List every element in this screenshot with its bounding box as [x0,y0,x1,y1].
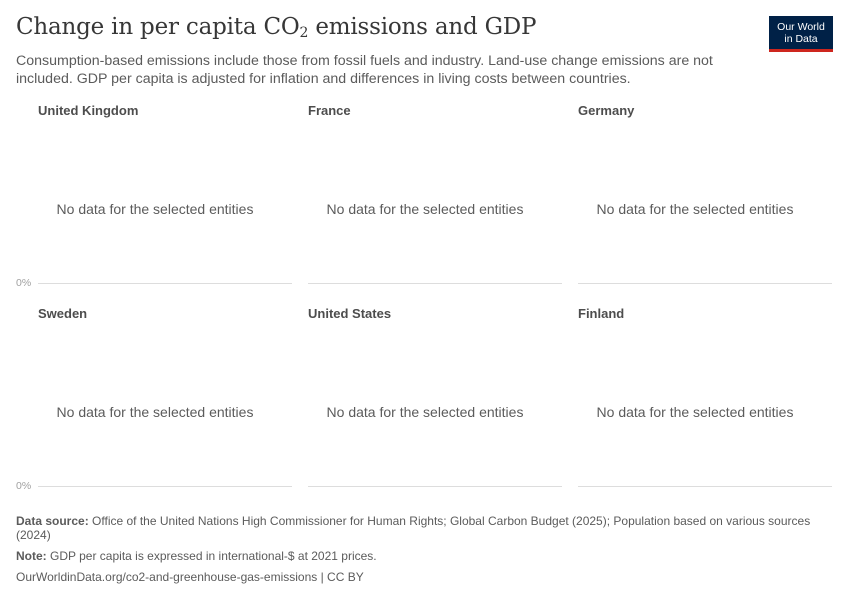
x-axis-line [578,283,832,284]
y-tick-label: 0% [16,277,32,289]
facet-panel: Sweden No data for the selected entities 0… [16,306,292,496]
facet-panel: Germany No data for the selected entities [556,103,832,293]
x-axis-line [38,283,292,284]
facet-panel: United Kingdom No data for the selected e… [16,103,292,293]
logo-line-2: in Data [784,33,818,45]
note-label: Note: [16,549,47,563]
chart-subtitle: Consumption-based emissions include thos… [16,53,713,87]
facet-title: Sweden [38,306,88,321]
x-axis-line [308,283,562,284]
y-tick-label: 0% [16,480,32,492]
chart-title: Change in per capita CO2 emissions and G… [16,14,536,41]
logo-line-1: Our World [777,21,825,33]
facet-title: Germany [578,103,635,118]
no-data-message: No data for the selected entities [326,201,524,217]
facet-title: Finland [578,306,625,321]
x-axis-line [578,486,832,487]
facet-panel: France No data for the selected entities [286,103,562,293]
no-data-message: No data for the selected entities [326,404,524,420]
facet-title: United States [308,306,392,321]
note-text: GDP per capita is expressed in internati… [46,549,377,563]
data-source: Data source: Office of the United Nation… [16,514,826,542]
facet-title: France [308,103,351,118]
note: Note: GDP per capita is expressed in int… [16,549,377,563]
title-subscript: 2 [299,25,309,41]
facet-title: United Kingdom [38,103,139,118]
facet-panel: Finland No data for the selected entities [556,306,832,496]
source-url[interactable]: OurWorldinData.org/co2-and-greenhouse-ga… [16,570,364,584]
source-text: Office of the United Nations High Commis… [16,514,811,542]
title-text: Change in per capita CO [16,14,300,40]
source-label: Data source: [16,514,89,528]
no-data-message: No data for the selected entities [596,404,794,420]
no-data-message: No data for the selected entities [56,404,254,420]
owid-logo[interactable]: Our World in Data [769,16,833,52]
no-data-message: No data for the selected entities [596,201,794,217]
no-data-message: No data for the selected entities [56,201,254,217]
x-axis-line [308,486,562,487]
title-text-end: emissions and GDP [308,14,537,40]
x-axis-line [38,486,292,487]
facet-panel: United States No data for the selected en… [286,306,562,496]
